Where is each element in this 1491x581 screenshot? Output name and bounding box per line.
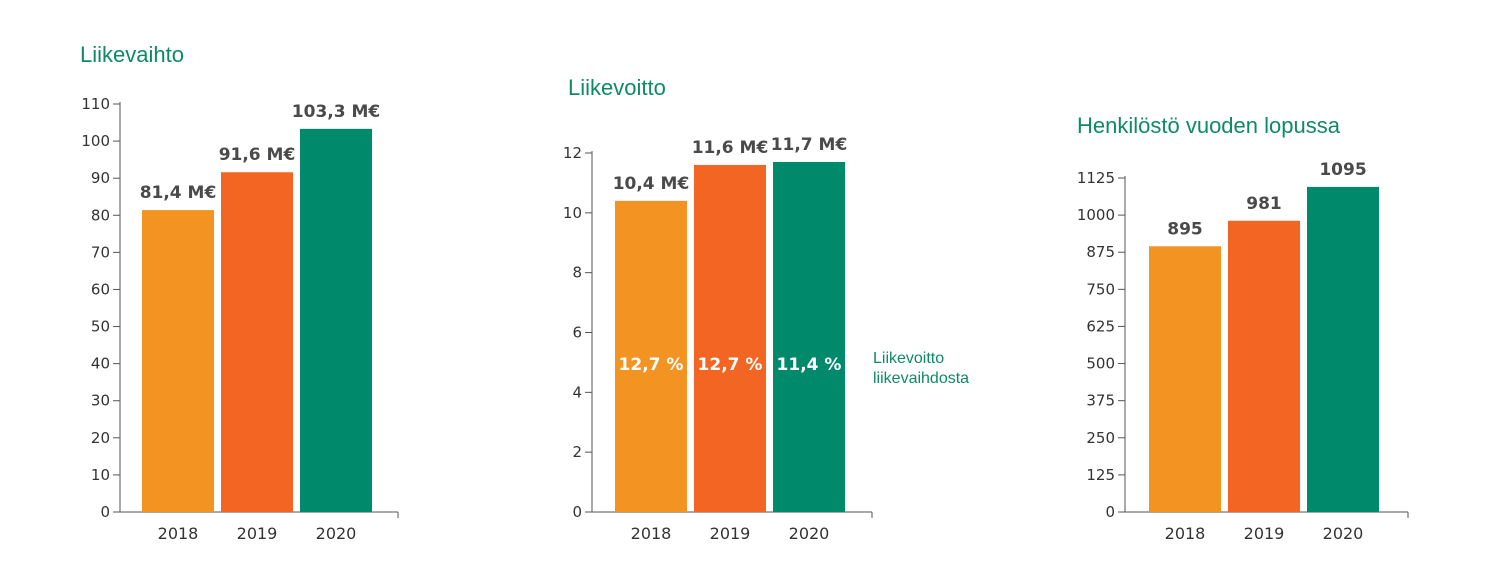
x-category-label: 2020 [316,524,357,543]
y-tick-label: 70 [91,243,110,261]
x-category-label: 2018 [1165,524,1206,543]
data-label: 103,3 M€ [292,102,380,122]
y-tick-label: 1000 [1077,206,1115,224]
y-tick-label: 30 [91,392,110,410]
y-tick-label: 100 [81,132,110,150]
bar-2020 [773,161,845,512]
y-tick-label: 10 [91,466,110,484]
bar-inner-label: 12,7 % [619,355,684,375]
annotation-text: liikevaihdosta [873,370,969,387]
y-tick-label: 875 [1086,243,1115,261]
bar-inner-label: 11,4 % [777,355,842,375]
x-category-label: 2020 [789,524,830,543]
y-tick-label: 60 [91,280,110,298]
y-tick-label: 0 [100,503,110,521]
data-label: 1095 [1319,160,1366,180]
y-tick-label: 8 [572,264,582,282]
y-tick-label: 625 [1086,317,1115,335]
data-label: 10,4 M€ [613,174,690,194]
data-label: 981 [1246,194,1282,214]
x-category-label: 2019 [710,524,751,543]
data-label: 11,7 M€ [771,135,848,155]
y-tick-label: 0 [572,503,582,521]
y-tick-label: 250 [1086,429,1115,447]
y-tick-label: 0 [1105,503,1115,521]
y-tick-label: 50 [91,318,110,336]
y-tick-label: 750 [1086,280,1115,298]
bar-inner-label: 12,7 % [698,355,763,375]
y-tick-label: 500 [1086,355,1115,373]
y-tick-label: 40 [91,355,110,373]
x-category-label: 2019 [1244,524,1285,543]
bar-2018 [615,200,687,512]
data-label: 11,6 M€ [692,138,769,158]
x-category-label: 2020 [1323,524,1364,543]
data-label: 895 [1167,219,1203,239]
y-tick-label: 125 [1086,466,1115,484]
bar-2018 [142,210,214,512]
y-tick-label: 6 [572,324,582,342]
y-tick-label: 20 [91,429,110,447]
y-tick-label: 110 [81,95,110,113]
y-tick-label: 90 [91,169,110,187]
x-category-label: 2018 [158,524,199,543]
bar-2020 [300,128,372,513]
bar-2019 [221,172,293,513]
data-label: 81,4 M€ [140,183,217,203]
y-tick-label: 4 [572,383,582,401]
bar-2018 [1149,246,1221,513]
y-tick-label: 10 [563,204,582,222]
x-category-label: 2018 [631,524,672,543]
y-tick-label: 12 [563,144,582,162]
y-tick-label: 80 [91,206,110,224]
bar-2019 [694,164,766,512]
chart-title: Liikevoitto [568,75,666,100]
y-tick-label: 375 [1086,392,1115,410]
chart-title: Henkilöstö vuoden lopussa [1077,113,1341,138]
y-tick-label: 1125 [1077,169,1115,187]
chart-title: Liikevaihto [80,42,184,67]
y-tick-label: 2 [572,443,582,461]
bar-2020 [1307,186,1379,512]
annotation-text: Liikevoitto [873,350,944,367]
bar-2019 [1228,220,1300,512]
data-label: 91,6 M€ [219,145,296,165]
x-category-label: 2019 [237,524,278,543]
